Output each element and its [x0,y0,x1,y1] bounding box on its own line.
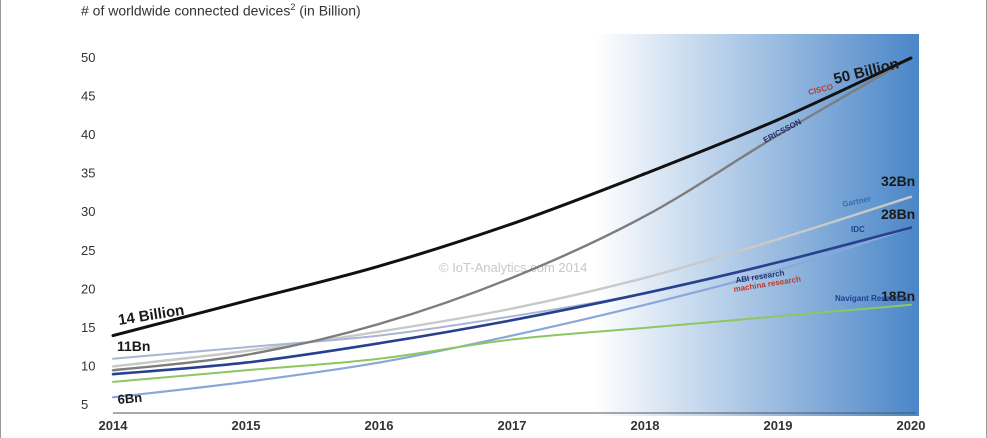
end-label-gartner: 32Bn [881,173,915,189]
x-tick-label: 2019 [764,418,793,433]
series-line-ericsson [111,56,913,372]
end-label-idc: 28Bn [881,206,915,222]
chart-title: # of worldwide connected devices2 (in Bi… [81,2,361,19]
series-layer [111,56,913,399]
source-label-idc: IDC [851,225,865,234]
source-label-navigant-research: Navigant Research [835,294,907,303]
y-tick-label: 30 [81,204,95,219]
y-tick-label: 5 [81,397,88,412]
series-line-abi-research [111,226,913,376]
series-line-machina-research [111,226,913,399]
watermark: © IoT-Analytics.com 2014 [439,260,587,275]
x-tick-label: 2015 [232,418,261,433]
y-tick-label: 10 [81,358,95,373]
y-tick-label: 20 [81,281,95,296]
x-tick-label: 2014 [99,418,129,433]
y-tick-label: 15 [81,320,95,335]
series-line-gartner [111,195,913,368]
series-line-cisco [111,56,913,338]
y-tick-label: 50 [81,50,95,65]
x-tick-label: 2016 [365,418,394,433]
y-axis: 5 10 15 20 25 30 35 40 45 50 [81,50,95,412]
series-line-navigant-research [112,303,912,383]
y-tick-label: 45 [81,89,95,104]
y-tick-label: 25 [81,243,95,258]
chart-title-suffix: (in Billion) [295,2,361,19]
chart-title-superscript: 2 [290,2,296,12]
start-label-idc: 11Bn [117,338,150,354]
x-tick-label: 2020 [897,418,926,433]
x-tick-label: 2017 [498,418,527,433]
x-tick-label: 2018 [631,418,660,433]
end-label-navigant-research: 18Bn [881,288,915,304]
x-axis: 2014 2015 2016 2017 2018 2019 2020 [99,412,926,433]
forecast-gradient-band [595,34,919,416]
chart-title-text: # of worldwide connected devices [81,2,291,19]
y-tick-label: 40 [81,127,95,142]
y-tick-label: 35 [81,166,95,181]
start-label-machina-research: 6Bn [117,390,143,407]
